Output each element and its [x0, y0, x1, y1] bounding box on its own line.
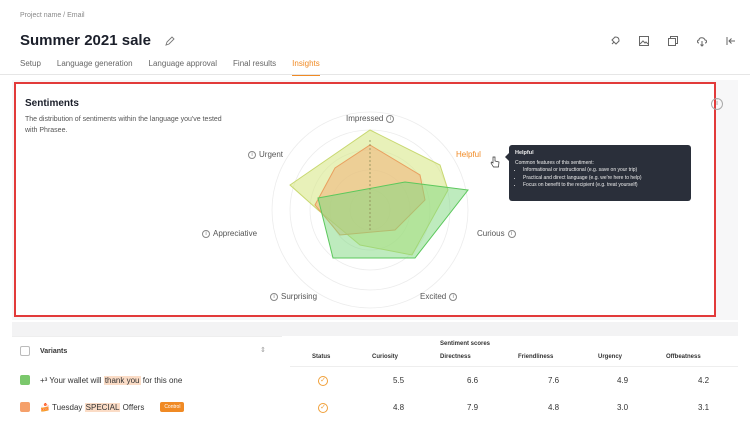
image-icon[interactable] — [637, 34, 651, 48]
score-cell: 6.6 — [467, 376, 479, 385]
variants-header: Variants — [20, 346, 67, 356]
control-badge: Control — [160, 402, 185, 412]
sentiment-tooltip: Helpful Common features of this sentimen… — [505, 145, 691, 201]
tooltip-item: Informational or instructional (e.g. sav… — [523, 167, 685, 175]
info-icon[interactable]: i — [711, 98, 723, 110]
info-icon[interactable]: i — [270, 292, 278, 301]
tab-final-results[interactable]: Final results — [233, 59, 277, 68]
variant-row[interactable]: 🍰 Tuesday SPECIAL Offers Control — [20, 402, 185, 412]
section-separator — [12, 322, 738, 336]
tab-setup[interactable]: Setup — [20, 59, 41, 68]
variant-row[interactable]: +³ Your wallet will thank you for this o… — [20, 375, 182, 385]
tab-bar: Setup Language generation Language appro… — [20, 59, 320, 76]
title-row: Summer 2021 sale — [20, 32, 175, 49]
info-icon[interactable]: i — [449, 292, 458, 301]
scores-panel — [290, 336, 738, 422]
tooltip-title: Helpful — [515, 150, 534, 156]
column-header-directness[interactable]: Directness — [440, 354, 471, 360]
hand-cursor-icon — [490, 155, 500, 168]
tab-language-generation[interactable]: Language generation — [56, 59, 133, 68]
variants-header-label: Variants — [40, 347, 68, 355]
axis-label-urgent[interactable]: i Urgent — [248, 150, 283, 159]
score-cell: 4.9 — [617, 376, 629, 385]
column-header-urgency[interactable]: Urgency — [598, 354, 623, 360]
toolbar — [608, 34, 738, 48]
column-header-status[interactable]: Status — [312, 354, 331, 360]
variants-panel — [12, 336, 282, 422]
page-title: Summer 2021 sale — [20, 32, 151, 49]
variant-text: 🍰 Tuesday SPECIAL Offers — [40, 402, 145, 412]
axis-label-appreciative[interactable]: i Appreciative — [202, 229, 257, 238]
axis-label-surprising[interactable]: i Surprising — [270, 292, 317, 301]
tab-language-approval[interactable]: Language approval — [148, 59, 218, 68]
sentiment-scores-header: Sentiment scores — [440, 341, 491, 347]
sentiments-description: The distribution of sentiments within th… — [25, 116, 222, 134]
status-check-icon: ✓ — [318, 403, 328, 413]
pencil-icon[interactable] — [165, 35, 175, 46]
copy-icon[interactable] — [666, 34, 680, 48]
tab-insights[interactable]: Insights — [292, 59, 320, 76]
select-all-checkbox[interactable] — [20, 346, 30, 356]
score-cell: 7.9 — [467, 403, 479, 412]
score-cell: 4.8 — [393, 403, 405, 412]
tooltip-subtitle: Common features of this sentiment: — [515, 159, 594, 166]
axis-label-excited[interactable]: Excited i — [420, 292, 458, 301]
rocket-icon[interactable] — [608, 34, 622, 48]
column-header-friendliness[interactable]: Friendliness — [518, 354, 554, 360]
score-cell: 7.6 — [548, 376, 560, 385]
score-cell: 3.0 — [617, 403, 629, 412]
score-cell: 4.2 — [698, 376, 710, 385]
collapse-icon[interactable] — [724, 34, 738, 48]
download-icon[interactable] — [695, 34, 709, 48]
score-cell: 5.5 — [393, 376, 405, 385]
tabs-divider — [0, 74, 750, 75]
sort-icon[interactable]: ⇕ — [260, 347, 266, 354]
tooltip-item: Focus on benefit to the recipient (e.g. … — [523, 182, 685, 190]
score-cell: 4.8 — [548, 403, 560, 412]
status-check-icon: ✓ — [318, 376, 328, 386]
axis-label-impressed[interactable]: Impressed i — [346, 114, 395, 123]
info-icon[interactable]: i — [248, 150, 256, 159]
column-header-offbeatness[interactable]: Offbeatness — [666, 354, 701, 360]
axis-label-curious[interactable]: Curious i — [477, 229, 516, 238]
breadcrumb[interactable]: Project name / Email — [20, 12, 85, 19]
axis-label-helpful[interactable]: Helpful — [456, 150, 481, 159]
info-icon[interactable]: i — [202, 229, 210, 238]
tooltip-list: Informational or instructional (e.g. sav… — [523, 167, 685, 190]
row-divider — [290, 366, 738, 367]
info-icon[interactable]: i — [386, 114, 395, 123]
variant-checkbox[interactable] — [20, 402, 30, 412]
tooltip-item: Practical and direct language (e.g. we'r… — [523, 175, 685, 183]
info-icon[interactable]: i — [507, 229, 516, 238]
variant-text: +³ Your wallet will thank you for this o… — [40, 375, 183, 385]
sentiments-title: Sentiments — [25, 98, 79, 109]
score-cell: 3.1 — [698, 403, 710, 412]
column-header-curiosity[interactable]: Curiosity — [372, 354, 399, 360]
variant-checkbox[interactable] — [20, 375, 30, 385]
